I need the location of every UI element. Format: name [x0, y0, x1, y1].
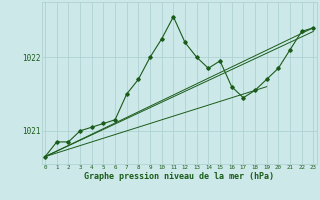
- X-axis label: Graphe pression niveau de la mer (hPa): Graphe pression niveau de la mer (hPa): [84, 172, 274, 181]
